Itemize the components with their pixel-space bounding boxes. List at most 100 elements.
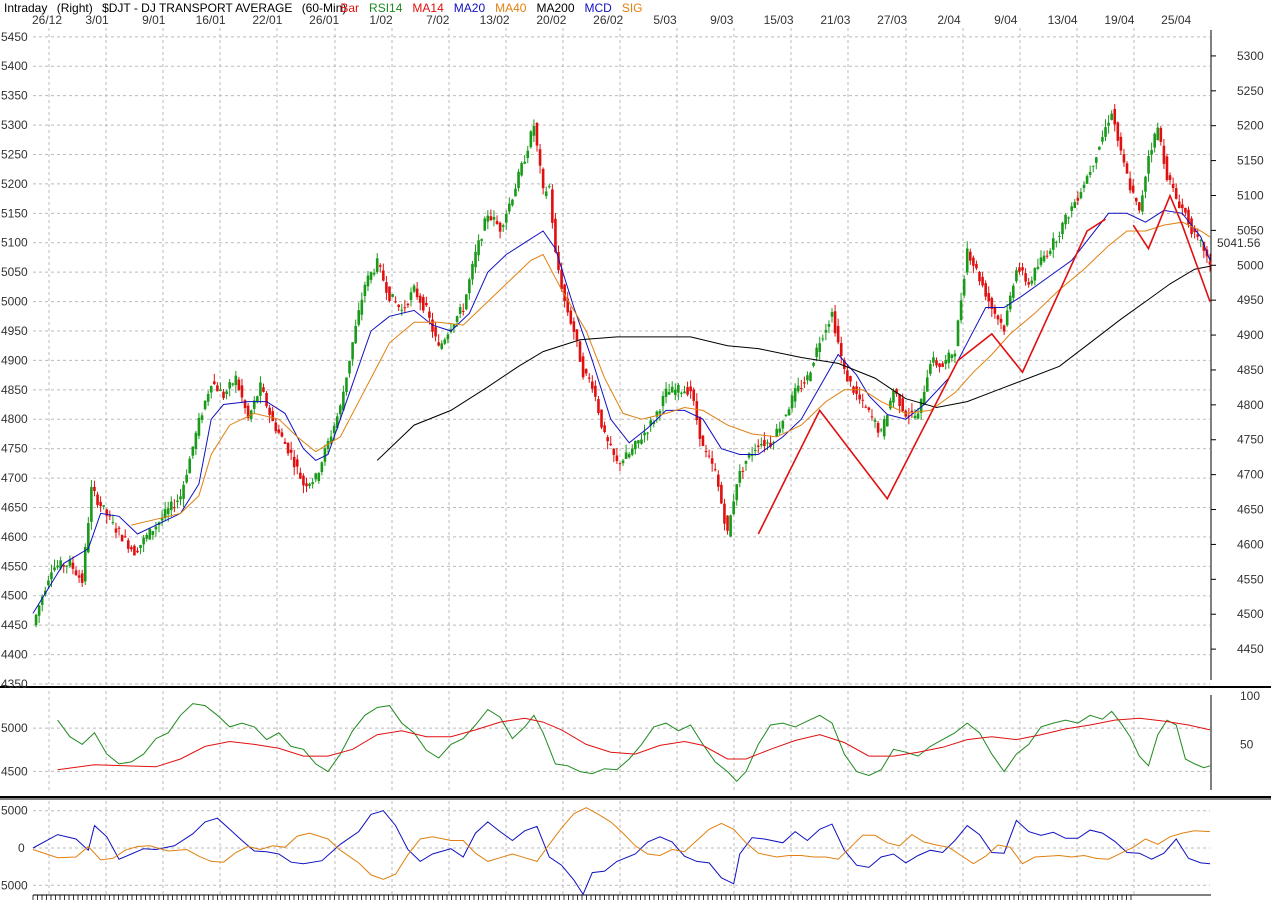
candle-body xyxy=(839,343,843,356)
left-axis-tick: 5200 xyxy=(1,177,28,191)
candle-body xyxy=(935,360,938,366)
candle-body xyxy=(809,372,812,382)
candle-body xyxy=(326,440,330,449)
candle-body xyxy=(71,562,75,569)
right-axis-tick: 5300 xyxy=(1237,49,1264,63)
left-axis-tick: 4750 xyxy=(1,442,28,456)
candle-body xyxy=(504,213,508,223)
candle-body xyxy=(403,307,407,309)
candle-body xyxy=(818,343,822,352)
candle-body xyxy=(311,482,314,485)
candle-body xyxy=(323,448,327,462)
candle-body xyxy=(566,298,570,313)
candle-body xyxy=(283,441,287,444)
candle-body xyxy=(274,422,278,432)
candle-body xyxy=(1125,163,1129,174)
macd-left-tick: 0 xyxy=(18,841,25,855)
candle-body xyxy=(1177,201,1181,209)
macd-left-tick: 5000 xyxy=(1,878,28,892)
candle-body xyxy=(849,375,852,382)
date-label: 21/03 xyxy=(820,13,850,27)
candle-body xyxy=(655,411,659,417)
left-axis-tick: 5150 xyxy=(1,206,28,220)
candle-body xyxy=(1094,157,1098,163)
candle-body xyxy=(120,535,124,542)
candle-body xyxy=(799,388,803,390)
candle-body xyxy=(624,452,628,459)
candle-body xyxy=(1076,198,1080,201)
candle-body xyxy=(145,535,149,539)
candle-body xyxy=(1073,202,1077,209)
candle-body xyxy=(308,483,311,486)
candle-body xyxy=(160,517,164,521)
legend-item: MA40 xyxy=(495,1,527,15)
candle-body xyxy=(489,216,493,221)
candle-body xyxy=(726,515,729,531)
left-axis-tick: 4500 xyxy=(1,589,28,603)
candle-body xyxy=(861,399,865,401)
candle-body xyxy=(1113,108,1117,125)
candle-body xyxy=(1030,280,1034,284)
candle-body xyxy=(1208,261,1212,265)
candle-body xyxy=(1048,250,1052,254)
rsi-left-axis: 5000 4500 xyxy=(1,721,28,778)
candle-body xyxy=(910,410,914,413)
candle-body xyxy=(1171,183,1175,188)
candle-body xyxy=(1141,195,1144,212)
candle-body xyxy=(667,391,671,395)
candle-body xyxy=(886,415,889,427)
candle-body xyxy=(1015,270,1018,282)
candle-body xyxy=(114,528,118,533)
candle-body xyxy=(1134,197,1138,202)
date-label: 27/03 xyxy=(877,13,907,27)
candle-body xyxy=(732,501,735,515)
candle-body xyxy=(437,342,440,346)
date-label: 19/04 xyxy=(1104,13,1134,27)
candle-body xyxy=(213,381,216,385)
candle-body xyxy=(597,399,600,414)
left-axis-tick: 4400 xyxy=(1,648,28,662)
candle-body xyxy=(1128,178,1132,191)
candle-body xyxy=(1156,127,1160,141)
candle-body xyxy=(661,396,665,407)
candle-body xyxy=(139,544,142,548)
candle-body xyxy=(824,329,828,333)
candle-body xyxy=(956,320,960,347)
candle-body xyxy=(698,416,702,439)
candle-body xyxy=(618,463,622,465)
left-axis-tick: 5250 xyxy=(1,147,28,161)
candle-body xyxy=(194,432,198,449)
left-axis-tick: 4800 xyxy=(1,412,28,426)
macd-left-tick: 5000 xyxy=(1,804,28,818)
candle-body xyxy=(621,460,625,464)
candle-body xyxy=(366,275,370,287)
candle-body xyxy=(707,455,711,457)
candle-body xyxy=(772,442,775,444)
sig-line xyxy=(32,807,1211,880)
candle-body xyxy=(77,575,81,578)
candle-body xyxy=(59,560,62,569)
candle-body xyxy=(1005,310,1009,326)
candle-body xyxy=(879,429,883,431)
candle-body xyxy=(231,383,235,385)
candle-body xyxy=(760,444,763,446)
ma40-line xyxy=(131,221,1211,526)
candle-body xyxy=(523,161,526,164)
date-label: 7/02 xyxy=(426,13,450,27)
candle-body xyxy=(741,470,745,472)
candle-body xyxy=(836,325,840,343)
candle-body xyxy=(56,565,59,568)
candle-body xyxy=(1088,172,1092,175)
candle-body xyxy=(1199,240,1203,242)
candle-body xyxy=(280,432,284,437)
candle-body xyxy=(93,486,96,492)
candle-body xyxy=(415,288,419,298)
rsi-right-tick: 100 xyxy=(1240,689,1260,703)
candle-body xyxy=(603,425,606,433)
candle-body xyxy=(397,304,400,308)
candle-body xyxy=(47,580,50,586)
candle-body xyxy=(465,294,468,310)
candle-body xyxy=(265,392,268,407)
candle-body xyxy=(412,285,416,292)
candle-body xyxy=(289,449,293,453)
